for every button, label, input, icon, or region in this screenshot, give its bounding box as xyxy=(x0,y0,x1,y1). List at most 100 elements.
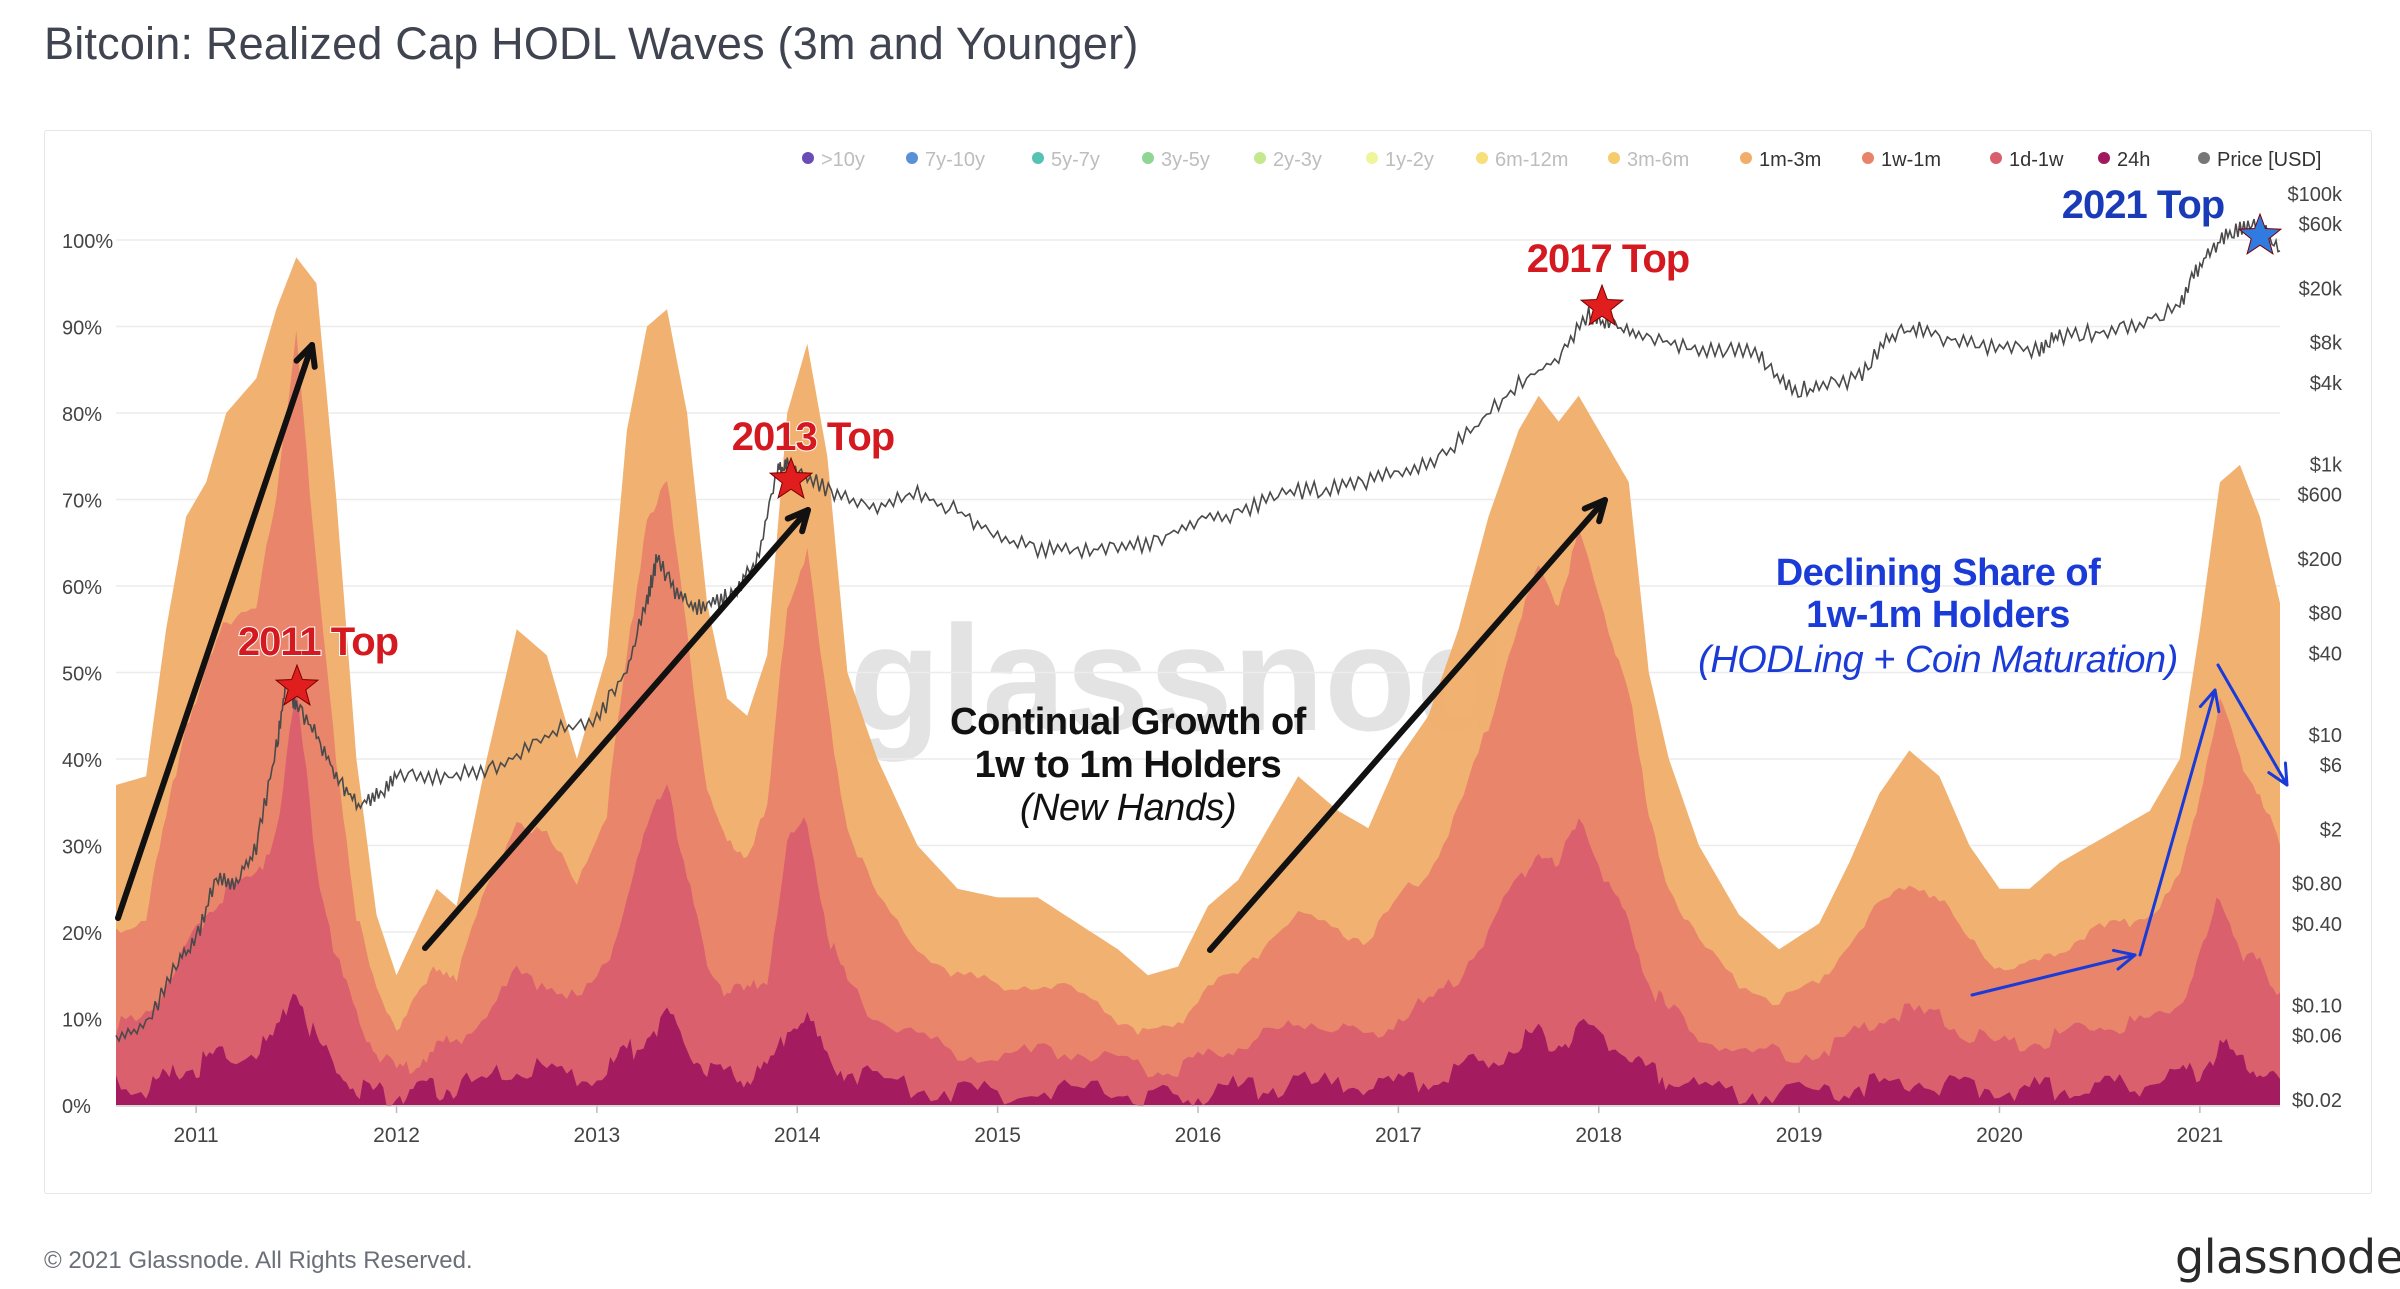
right-axis-tick-label: $8k xyxy=(2310,332,2343,354)
right-axis-tick-label: $4k xyxy=(2310,373,2343,395)
x-axis-tick-label: 2011 xyxy=(174,1124,219,1147)
legend-item-2y3y[interactable]: 2y-3y xyxy=(1254,149,1322,171)
annotation-growth-line1: Continual Growth of xyxy=(950,701,1307,743)
legend-label: 1w-1m xyxy=(1881,149,1941,171)
arrow-head xyxy=(1581,497,1608,525)
annotation-layer: 2011 Top 2013 Top 2017 Top 2021 Top Continua… xyxy=(115,182,2289,997)
copyright-text: © 2021 Glassnode. All Rights Reserved. xyxy=(44,1247,473,1274)
legend-label: 1d-1w xyxy=(2009,149,2064,171)
arrow-shaft xyxy=(2138,688,2217,957)
left-axis-tick-label: 40% xyxy=(62,750,102,772)
legend-item-1w1m[interactable]: 1w-1m xyxy=(1862,149,1941,171)
right-axis-tick-label: $40 xyxy=(2309,644,2342,666)
annotation-growth-line3: (New Hands) xyxy=(1020,787,1236,829)
legend-label: 3m-6m xyxy=(1627,149,1689,171)
legend-item-10y[interactable]: >10y xyxy=(802,149,865,171)
legend-marker xyxy=(906,152,918,164)
right-axis-tick-label: $6 xyxy=(2320,755,2342,777)
left-axis-tick-label: 100% xyxy=(62,231,113,253)
x-axis-tick-label: 2019 xyxy=(1776,1124,1823,1147)
left-axis-tick-label: 90% xyxy=(62,318,102,340)
left-axis-tick-label: 0% xyxy=(62,1096,91,1118)
right-axis-tick-label: $100k xyxy=(2288,184,2343,206)
legend-marker xyxy=(1032,152,1044,164)
right-axis-tick-label: $1k xyxy=(2310,454,2343,476)
right-axis-tick-label: $0.40 xyxy=(2292,914,2342,936)
x-axis-tick-label: 2020 xyxy=(1976,1124,2023,1147)
legend-item-5y7y[interactable]: 5y-7y xyxy=(1032,149,1100,171)
annotation-2017-top: 2017 Top xyxy=(1527,237,1689,281)
growth-arrow-2011 xyxy=(115,342,318,921)
glassnode-logo[interactable]: glassnode xyxy=(2175,1230,2400,1284)
legend-item-24h[interactable]: 24h xyxy=(2098,149,2150,171)
star-icon xyxy=(274,663,320,706)
legend-item-3m6m[interactable]: 3m-6m xyxy=(1608,149,1689,171)
arrow-shaft xyxy=(1970,953,2137,997)
right-axis-tick-label: $2 xyxy=(2320,820,2342,842)
arrow-shaft xyxy=(422,507,811,951)
annotation-declining-line2: 1w-1m Holders xyxy=(1806,594,2070,636)
price-line xyxy=(115,218,2281,1043)
annotation-declining-line1: Declining Share of xyxy=(1776,552,2101,594)
right-axis-tick-label: $200 xyxy=(2298,549,2343,571)
growth-arrow-2017 xyxy=(1207,497,1608,953)
legend-marker xyxy=(802,152,814,164)
legend-label: 1m-3m xyxy=(1759,149,1821,171)
legend-label: 5y-7y xyxy=(1051,149,1100,171)
area-series-1d1w xyxy=(116,680,2280,1105)
legend-marker xyxy=(2098,152,2110,164)
legend-layer[interactable]: >10y 7y-10y 5y-7y 3y-5y 2y-3y 1y-2y 6m-12m 3m-6… xyxy=(802,149,2321,171)
legend-marker xyxy=(1862,152,1874,164)
legend-item-1m3m[interactable]: 1m-3m xyxy=(1740,149,1821,171)
legend-item-1d1w[interactable]: 1d-1w xyxy=(1990,149,2064,171)
legend-marker xyxy=(1142,152,1154,164)
legend-label: 2y-3y xyxy=(1273,149,1322,171)
legend-item-priceusd[interactable]: Price [USD] xyxy=(2198,149,2321,171)
legend-label: 3y-5y xyxy=(1161,149,1210,171)
legend-item-7y10y[interactable]: 7y-10y xyxy=(906,149,985,171)
x-axis-tick-label: 2014 xyxy=(774,1124,821,1147)
arrow-shaft xyxy=(115,342,315,921)
star-icon xyxy=(1579,283,1625,326)
arrow-head xyxy=(784,507,811,535)
annotation-2013-top: 2013 Top xyxy=(732,415,894,459)
x-axis-tick-label: 2016 xyxy=(1175,1124,1222,1147)
left-axis-tick-label: 10% xyxy=(62,1010,102,1032)
axis-layer: 0% 10% 20% 30% 40% 50% 60% 70% 80% 90% 100% 2011 201… xyxy=(62,184,2343,1147)
area-series-24h xyxy=(116,993,2280,1107)
annotation-2021-top: 2021 Top xyxy=(2062,183,2224,227)
arrow-head xyxy=(2111,948,2137,971)
right-axis-tick-label: $0.06 xyxy=(2292,1025,2342,1047)
price-layer xyxy=(115,218,2281,1043)
chart-frame xyxy=(44,130,2372,1194)
growth-arrow-2013 xyxy=(422,507,811,951)
arrow-head xyxy=(293,342,318,370)
legend-label: 1y-2y xyxy=(1385,149,1434,171)
legend-item-3y5y[interactable]: 3y-5y xyxy=(1142,149,1210,171)
blue-arrow-rise-2 xyxy=(2138,688,2221,957)
left-axis-tick-label: 50% xyxy=(62,664,102,686)
left-axis-tick-label: 70% xyxy=(62,491,102,513)
right-axis-tick-label: $0.02 xyxy=(2292,1090,2342,1112)
legend-marker xyxy=(1366,152,1378,164)
right-axis-tick-label: $20k xyxy=(2299,279,2343,301)
blue-arrow-rise-1 xyxy=(1970,948,2137,997)
arrow-shaft xyxy=(1207,497,1608,953)
right-axis-tick-label: $0.80 xyxy=(2292,873,2342,895)
annotation-growth-line2: 1w to 1m Holders xyxy=(975,744,1282,786)
area-layer xyxy=(116,257,2280,1107)
legend-item-1y2y[interactable]: 1y-2y xyxy=(1366,149,1434,171)
left-axis-tick-label: 20% xyxy=(62,923,102,945)
arrow-head xyxy=(2267,761,2289,787)
star-icon xyxy=(2237,212,2283,255)
annotation-declining-line3: (HODLing + Coin Maturation) xyxy=(1698,639,2178,681)
annotation-2011-top: 2011 Top xyxy=(238,620,398,664)
x-axis-tick-label: 2013 xyxy=(574,1124,621,1147)
legend-item-6m12m[interactable]: 6m-12m xyxy=(1476,149,1568,171)
legend-label: Price [USD] xyxy=(2217,149,2321,171)
page-title: Bitcoin: Realized Cap HODL Waves (3m and… xyxy=(44,18,1139,69)
legend-label: 6m-12m xyxy=(1495,149,1568,171)
x-axis-tick-label: 2017 xyxy=(1375,1124,1422,1147)
legend-label: >10y xyxy=(821,149,865,171)
right-axis-tick-label: $600 xyxy=(2298,484,2343,506)
